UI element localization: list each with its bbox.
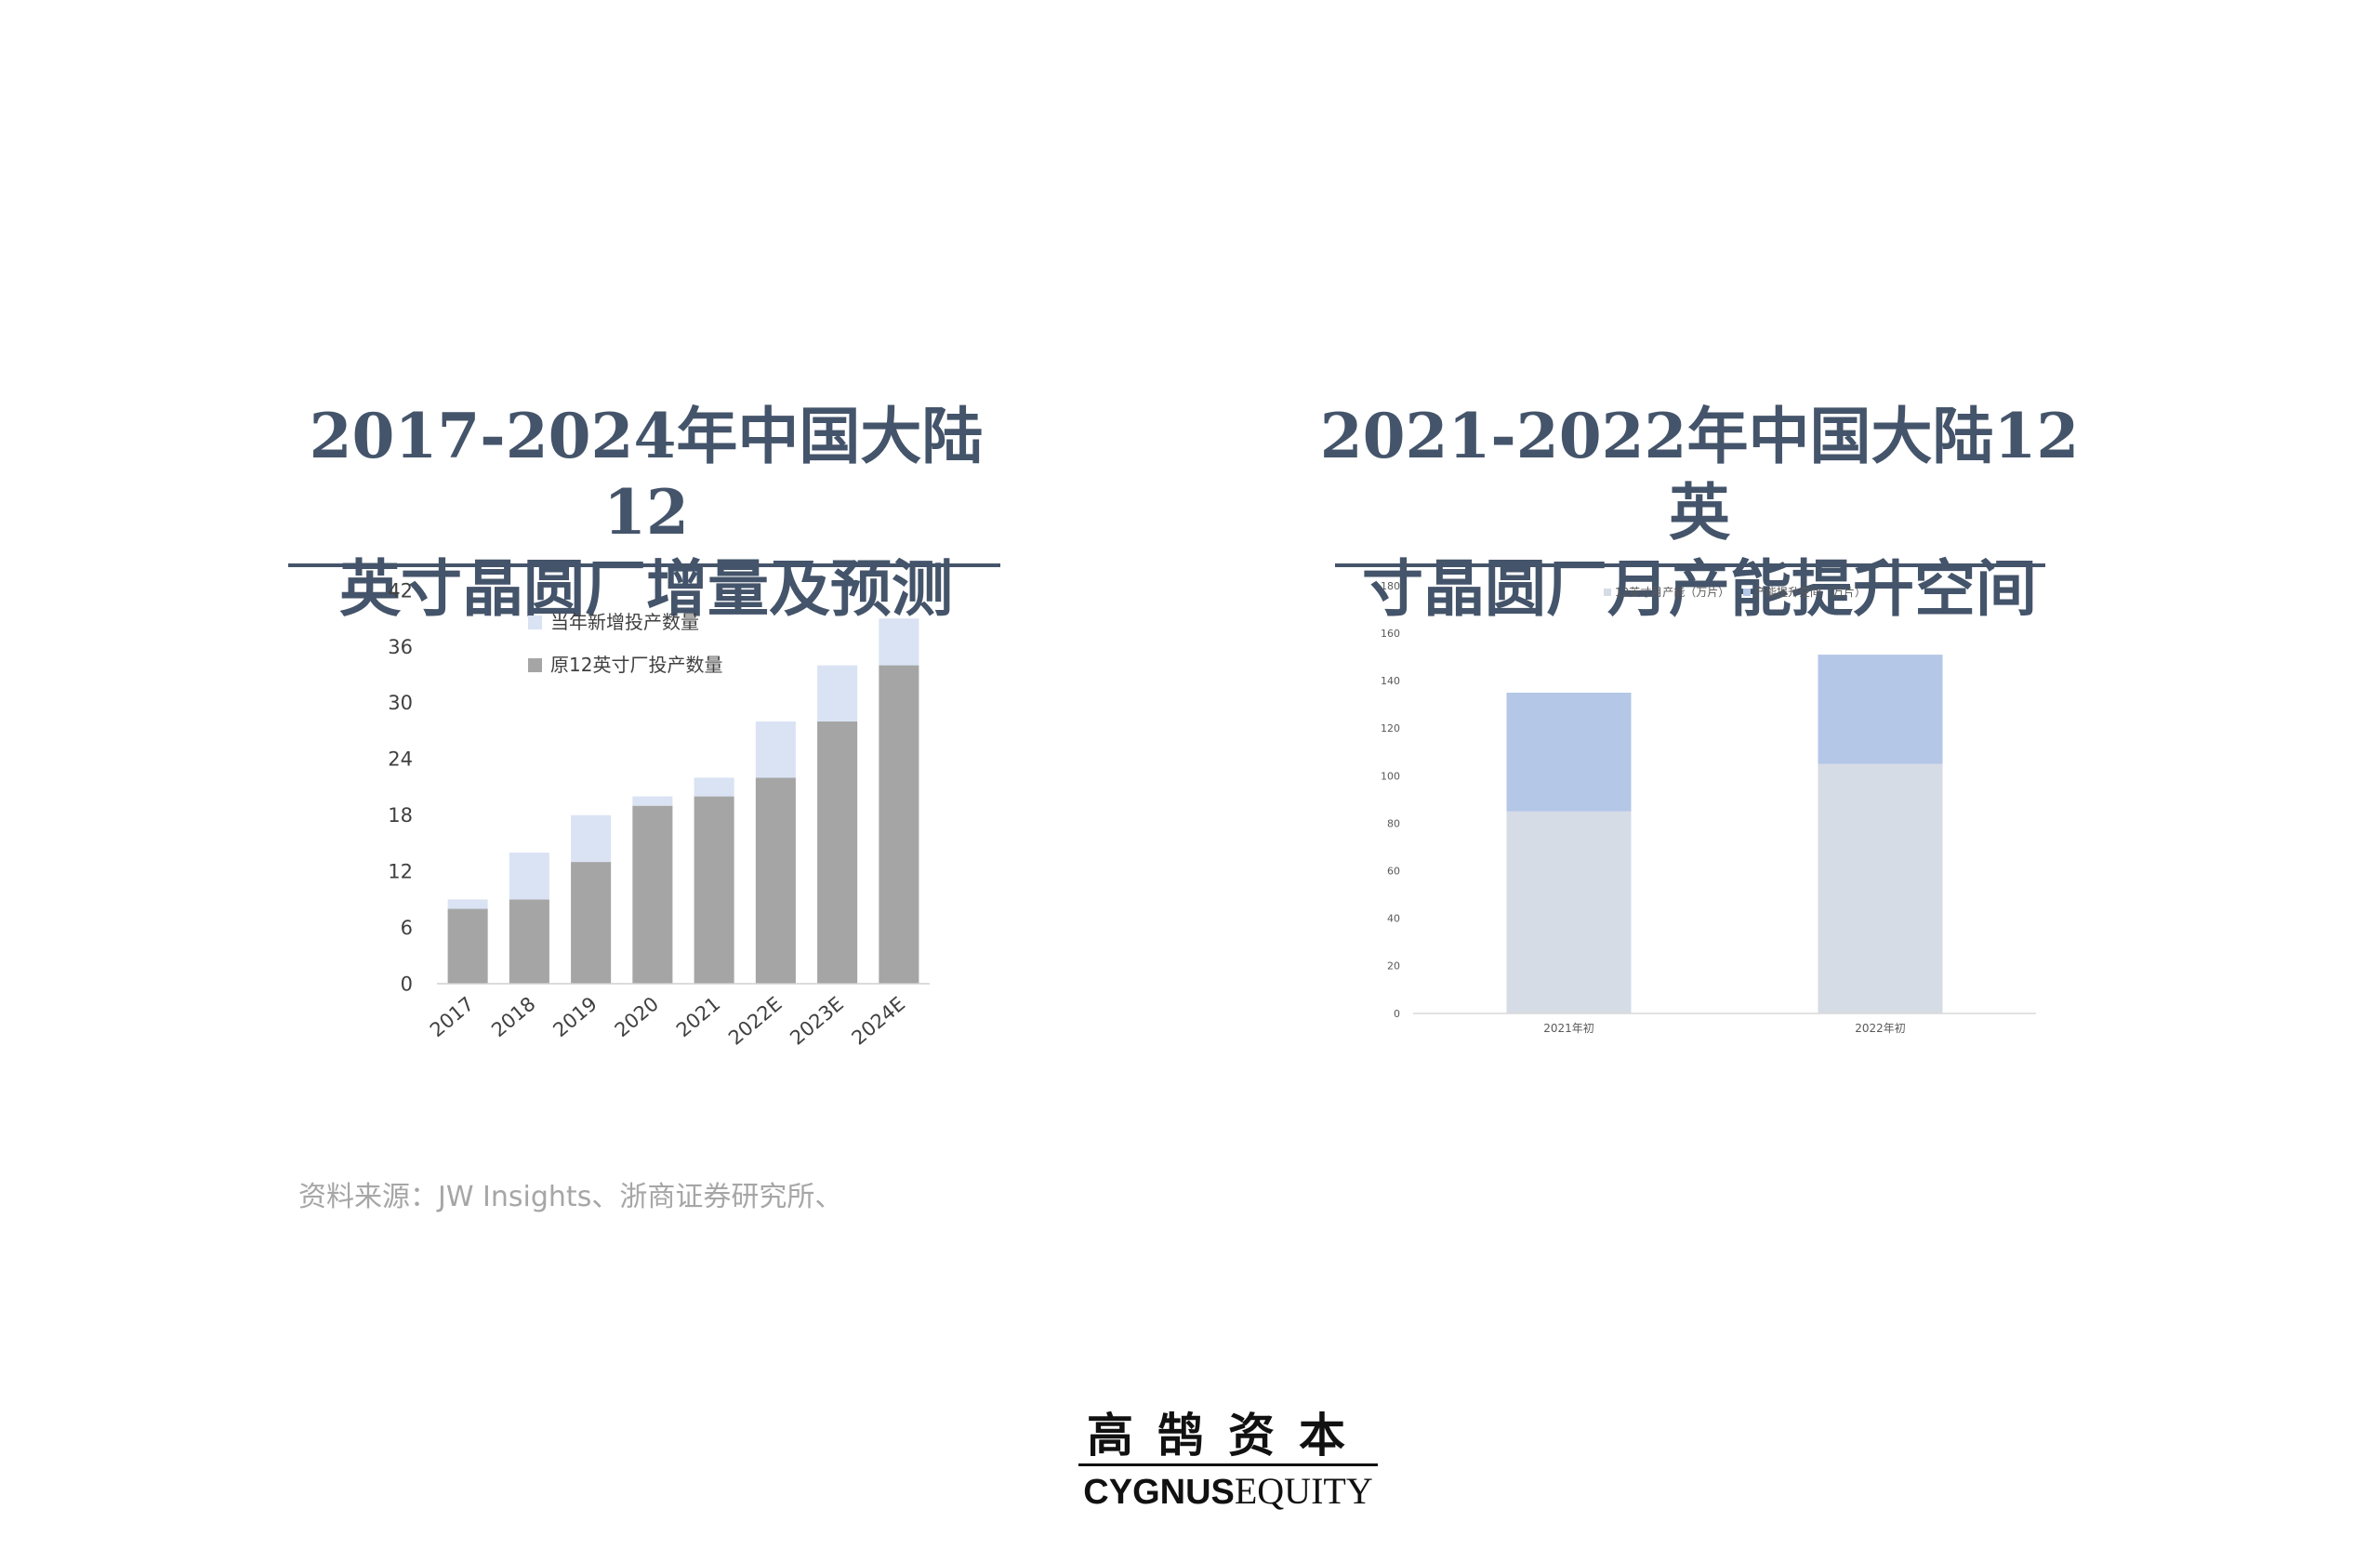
chart1-bar-s1-4	[694, 777, 734, 797]
chart1-bar-s0-1	[509, 899, 549, 984]
chart1-x-tick-6: 2023E	[786, 992, 848, 1049]
chart2-y-tick-0: 0	[1394, 1008, 1400, 1020]
chart1-y-tick-3: 18	[388, 804, 413, 827]
chart1-x-tick-4: 2021	[672, 992, 724, 1041]
chart1-bar-s0-2	[571, 862, 612, 984]
chart1-legend-label-0: 原12英寸厂投产数量	[550, 654, 722, 676]
chart1-y-tick-1: 6	[401, 917, 413, 939]
chart1-bar-s1-6	[817, 665, 858, 722]
chart1-y-tick-0: 0	[401, 973, 413, 995]
logo-english-bold: CYGNUS	[1083, 1473, 1235, 1512]
logo-divider	[1078, 1463, 1378, 1466]
chart1-bar-s1-1	[509, 853, 549, 900]
chart2-title-line1: 2021-2022年中国大陆12英	[1319, 400, 2080, 549]
chart2-y-tick-2: 40	[1387, 913, 1400, 925]
chart2-bar-s1-0	[1506, 693, 1632, 812]
chart1-x-tick-3: 2020	[611, 992, 663, 1041]
chart2-y-tick-5: 100	[1381, 770, 1400, 782]
chart2-bar-s0-0	[1506, 811, 1632, 1013]
chart1-legend-swatch-0	[528, 658, 542, 672]
chart1-bar-s0-0	[447, 908, 488, 984]
chart1-y-tick-4: 24	[388, 748, 413, 771]
chart1-legend-swatch-1	[528, 616, 542, 629]
chart1-title-line1: 2017-2024年中国大陆12	[309, 400, 984, 549]
chart2-y-tick-9: 180	[1381, 580, 1400, 592]
chart1-legend-label-1: 当年新增投产数量	[550, 611, 699, 633]
chart2-title-rule	[1335, 563, 2045, 567]
chart1-bar-s1-5	[755, 722, 796, 778]
chart2-x-tick-0: 2021年初	[1543, 1022, 1594, 1035]
chart1-bar-s1-3	[632, 796, 673, 806]
chart1-x-tick-5: 2022E	[724, 992, 787, 1049]
chart1-title-rule	[288, 563, 1000, 567]
chart1-bar-s1-7	[879, 618, 919, 666]
chart1-bar-s0-3	[632, 805, 673, 984]
source-note: 资料来源：JW Insights、浙商证券研究所、	[298, 1181, 843, 1213]
chart1-bar-s0-6	[817, 722, 858, 984]
chart2-y-tick-4: 80	[1387, 817, 1400, 829]
chart2-y-tick-1: 20	[1387, 960, 1400, 973]
chart1-bar-s1-0	[447, 899, 488, 909]
chart2-legend-label-1: 产能提升空间（万片）	[1754, 585, 1866, 599]
chart1-x-tick-1: 2018	[487, 992, 539, 1041]
chart1-y-tick-2: 12	[388, 860, 413, 882]
chart1-x-tick-0: 2017	[426, 992, 478, 1041]
chart1-x-tick-7: 2024E	[848, 992, 910, 1049]
logo-english-serif: EQUITY	[1234, 1470, 1373, 1512]
chart2-y-tick-6: 120	[1381, 722, 1400, 735]
chart2-plot: 0 20 40 60 80 100 120 140 160 180 2021年初 2022年初 12英寸…	[1381, 580, 2036, 1035]
chart2-bar-s1-1	[1818, 655, 1943, 764]
chart1-x-tick-2: 2019	[549, 992, 601, 1041]
chart2-legend-swatch-1	[1743, 589, 1751, 596]
logo-english: CYGNUSEQUITY	[1077, 1469, 1380, 1513]
chart1-bar-s0-5	[755, 777, 796, 984]
chart2-legend-swatch-0	[1604, 589, 1611, 596]
chart1-bar-s0-7	[879, 665, 919, 984]
chart1-bar-s1-2	[571, 814, 612, 863]
chart2-y-tick-7: 140	[1381, 675, 1400, 687]
chart2-bar-s0-1	[1818, 763, 1943, 1013]
chart2-y-tick-3: 60	[1387, 866, 1400, 878]
chart1-bar-s0-4	[694, 796, 734, 984]
logo-chinese: 高鹄资本	[1087, 1408, 1369, 1463]
chart1-y-tick-7: 42	[388, 579, 413, 602]
chart2-x-tick-1: 2022年初	[1855, 1022, 1906, 1035]
chart2-legend-label-0: 12英寸月产能（万片）	[1615, 586, 1729, 599]
chart1-y-tick-5: 30	[388, 692, 413, 714]
chart1-y-tick-6: 36	[388, 636, 413, 658]
chart2-y-tick-8: 160	[1381, 628, 1400, 640]
